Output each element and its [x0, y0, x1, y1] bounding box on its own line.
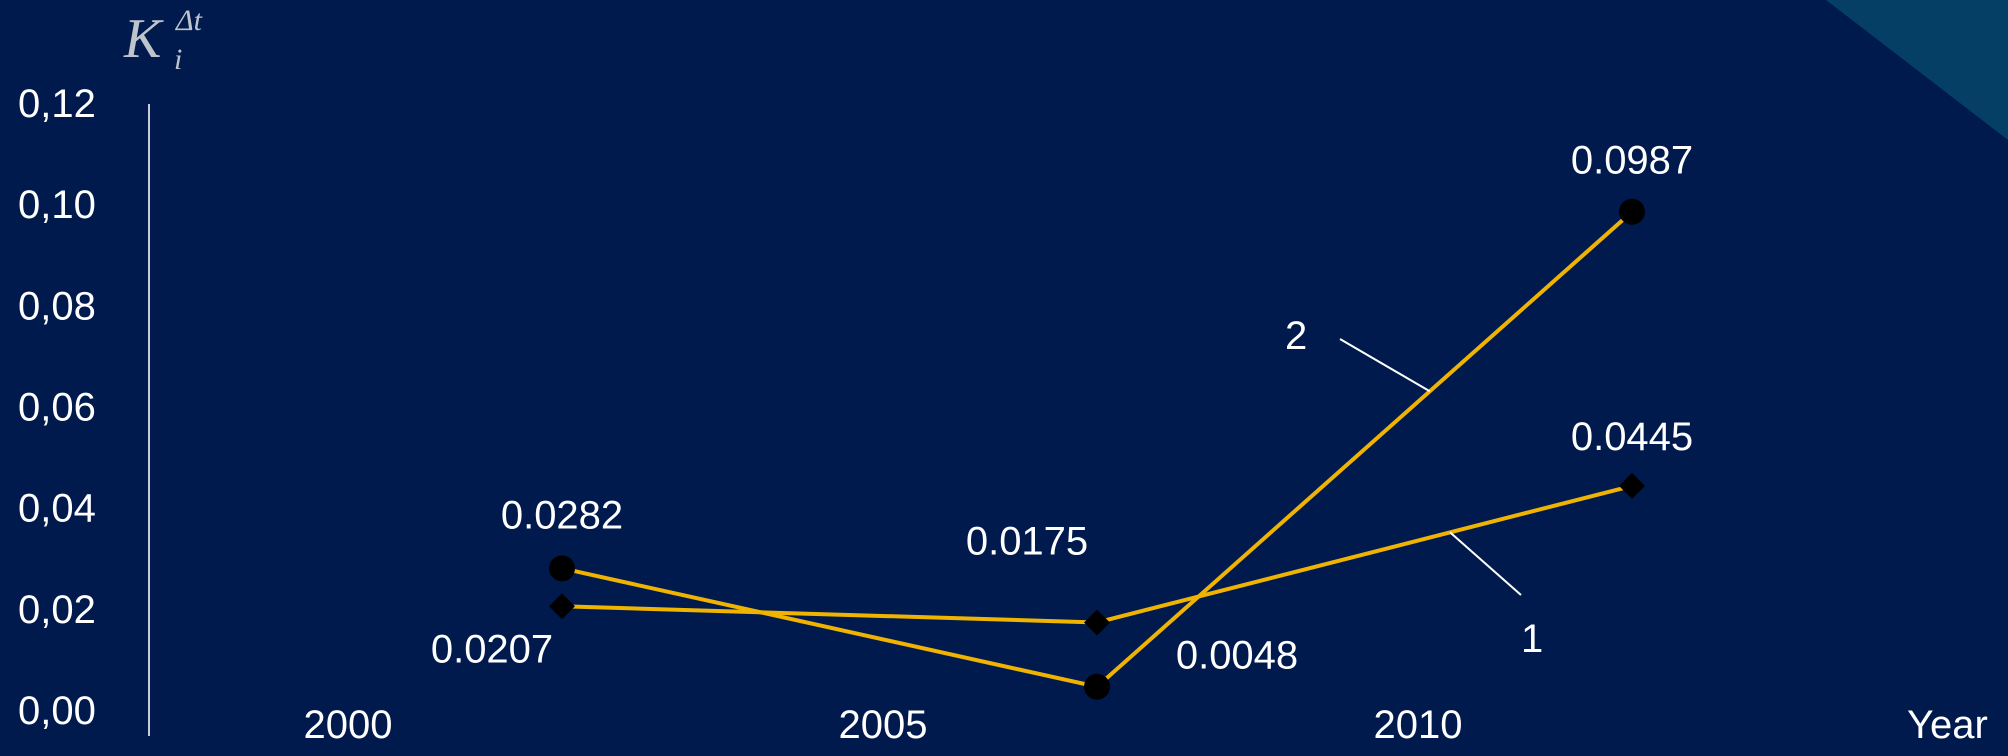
- y-tick-label: 0,08: [18, 284, 96, 328]
- y-axis-label-superscript: Δt: [175, 4, 203, 37]
- x-tick-label: 2010: [1374, 703, 1463, 747]
- data-labels: 0.0207 0.0175 0.0445 0.0282 0.0048 0.0987: [431, 139, 1693, 678]
- data-label-series-2: 0.0987: [1571, 139, 1693, 183]
- series-callouts: 12: [1285, 314, 1543, 661]
- y-tick-label: 0,02: [18, 588, 96, 632]
- series-2-name-label: 2: [1285, 314, 1307, 358]
- series-1-point: [549, 593, 575, 620]
- series-2-leader-line: [1339, 338, 1431, 393]
- y-axis-label-subscript: i: [174, 43, 182, 76]
- series-2-point: [549, 555, 575, 582]
- y-tick-label: 0,12: [18, 82, 96, 126]
- data-label-series-1: 0.0207: [431, 627, 553, 671]
- series-1-point: [1084, 609, 1110, 636]
- series-2-point: [1619, 198, 1645, 225]
- y-tick-label: 0,04: [18, 487, 96, 531]
- series-1-name-label: 1: [1521, 617, 1543, 661]
- data-label-series-2: 0.0282: [501, 493, 623, 537]
- data-label-series-1: 0.0175: [966, 519, 1088, 563]
- series-1-point: [1619, 472, 1645, 499]
- series-layer: [549, 198, 1645, 700]
- y-axis-label: K Δt i: [123, 4, 203, 76]
- x-tick-label: 2000: [304, 703, 393, 747]
- y-tick-label: 0,06: [18, 386, 96, 430]
- y-axis-label-main: K: [123, 8, 164, 70]
- x-tick-labels: 2000200520102018: [304, 703, 1463, 747]
- y-tick-label: 0,00: [18, 689, 96, 733]
- y-tick-label: 0,10: [18, 183, 96, 227]
- series-1-leader-line: [1449, 531, 1522, 596]
- series-2-point: [1084, 673, 1110, 700]
- x-axis-title: Year: [1907, 703, 1988, 747]
- y-tick-labels: 0,00 0,02 0,04 0,06 0,08 0,10 0,12: [18, 82, 96, 733]
- x-tick-label: 2005: [839, 703, 928, 747]
- data-label-series-2: 0.0048: [1176, 634, 1298, 678]
- data-label-series-1: 0.0445: [1571, 415, 1693, 459]
